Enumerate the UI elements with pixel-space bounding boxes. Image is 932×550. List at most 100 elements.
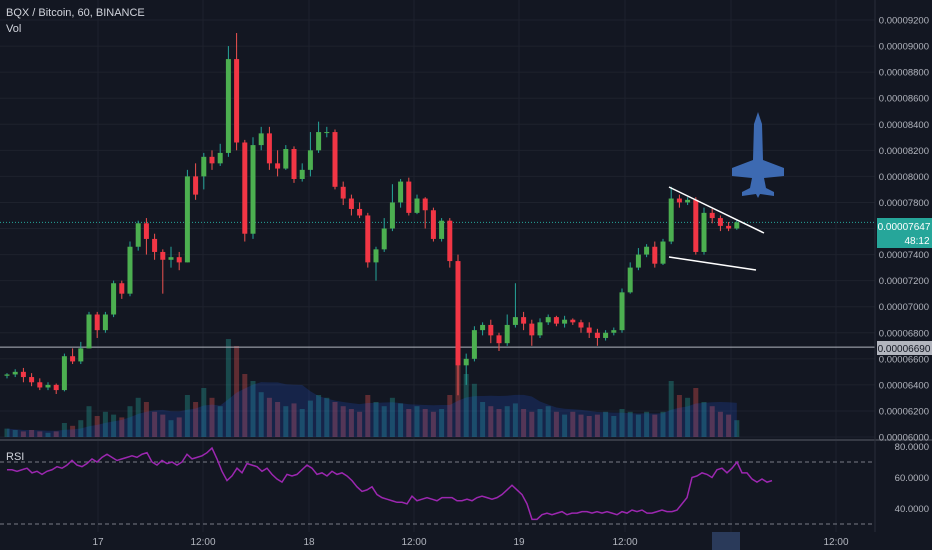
candle[interactable] [455,254,461,396]
candle[interactable] [168,246,174,268]
candle[interactable] [250,137,256,239]
candle[interactable] [594,328,600,346]
candle[interactable] [422,197,428,229]
candle[interactable] [201,152,207,190]
candle[interactable] [37,378,43,391]
candle[interactable] [365,212,371,268]
candle[interactable] [86,311,92,349]
candle[interactable] [20,367,26,383]
candle[interactable] [734,219,740,230]
candle[interactable] [193,163,199,200]
candle[interactable] [562,315,568,328]
candle[interactable] [570,318,576,325]
candle[interactable] [53,383,59,394]
candle[interactable] [480,322,486,336]
candle[interactable] [545,314,551,325]
candle[interactable] [78,341,84,365]
candlestick-series[interactable] [4,33,740,396]
rsi-indicator-label[interactable]: RSI [6,451,25,463]
candle[interactable] [447,218,453,268]
candle[interactable] [348,194,354,216]
candle[interactable] [726,221,732,232]
candle[interactable] [512,283,518,328]
candle[interactable] [488,319,494,344]
candle[interactable] [553,315,559,327]
candle[interactable] [307,132,313,177]
candle[interactable] [225,46,231,157]
candle[interactable] [414,194,420,215]
candle[interactable] [12,369,18,378]
candle[interactable] [324,126,330,138]
candle[interactable] [635,248,641,271]
candle[interactable] [685,197,691,206]
candle[interactable] [357,202,363,219]
candle[interactable] [332,129,338,190]
candle[interactable] [439,218,445,242]
candle[interactable] [619,288,625,333]
candle[interactable] [234,33,240,151]
candle[interactable] [463,353,469,385]
wedge-lower-line[interactable] [668,256,757,271]
candle[interactable] [152,233,158,260]
candle[interactable] [283,145,289,170]
candle[interactable] [217,143,223,166]
candle[interactable] [578,319,584,333]
candle[interactable] [176,251,182,271]
wedge-upper-line[interactable] [668,186,765,234]
candle[interactable] [603,330,609,341]
candle[interactable] [537,318,543,338]
candle[interactable] [660,238,666,265]
candle[interactable] [644,244,650,258]
candle[interactable] [275,150,281,177]
candle[interactable] [291,146,297,183]
candle[interactable] [61,353,67,392]
candle[interactable] [398,178,404,208]
candle[interactable] [184,169,190,263]
candle[interactable] [521,311,527,331]
candle[interactable] [119,280,125,299]
candle[interactable] [209,150,215,170]
candle[interactable] [102,311,108,333]
candle[interactable] [717,215,723,232]
candle[interactable] [611,327,617,336]
wedge-trendlines[interactable] [668,186,765,271]
candle[interactable] [111,280,117,318]
candle[interactable] [652,241,658,268]
candle[interactable] [676,194,682,208]
candle[interactable] [496,332,502,351]
candle[interactable] [381,218,387,252]
candle[interactable] [586,322,592,338]
chart-title[interactable]: BQX / Bitcoin, 60, BINANCE [6,7,145,19]
candle[interactable] [389,184,395,232]
candle[interactable] [504,314,510,346]
candle-body [709,212,715,219]
candle[interactable] [135,220,141,251]
candle[interactable] [693,197,699,255]
candle[interactable] [266,126,272,170]
candle[interactable] [529,319,535,346]
candle[interactable] [627,262,633,294]
candle[interactable] [340,181,346,206]
candle[interactable] [709,208,715,224]
candle[interactable] [70,348,76,365]
candle[interactable] [430,207,436,242]
candle[interactable] [316,121,322,153]
candle[interactable] [143,218,149,255]
candle[interactable] [373,246,379,281]
rsi-axis[interactable]: 80.0000 60.0000 40.0000 [895,442,929,515]
candle[interactable] [299,163,305,182]
candle[interactable] [668,186,674,245]
candle[interactable] [94,311,100,338]
candle[interactable] [160,249,166,294]
candle[interactable] [29,373,35,387]
volume-indicator-label[interactable]: Vol [6,23,22,35]
candle[interactable] [127,241,133,297]
candle[interactable] [471,326,477,362]
candle[interactable] [406,177,412,216]
candle[interactable] [45,382,51,391]
candle[interactable] [258,126,264,151]
candle[interactable] [4,373,10,379]
candle[interactable] [701,207,707,255]
candle[interactable] [242,139,248,242]
